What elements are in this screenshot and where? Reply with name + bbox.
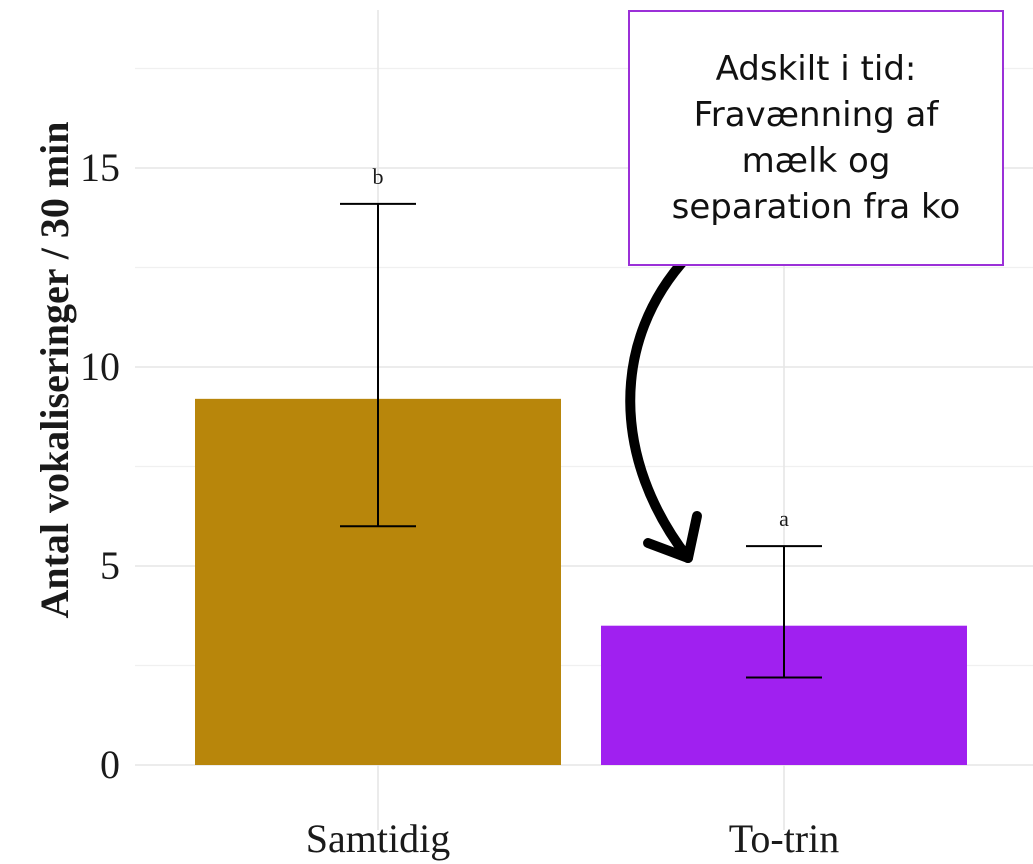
- error-bar: [746, 545, 822, 679]
- y-tick-labels: 0 5 10 15: [80, 145, 120, 787]
- x-tick-labels: Samtidig To-trin: [306, 816, 839, 861]
- annotation-text: Adskilt i tid: Fravænning af mælk og sep…: [671, 49, 961, 227]
- x-tick-label: Samtidig: [306, 816, 450, 861]
- annotation-arrowhead: [643, 511, 702, 563]
- y-tick-label: 5: [100, 543, 120, 588]
- y-tick-label: 10: [80, 344, 120, 389]
- y-tick-label: 0: [100, 742, 120, 787]
- bars-group: [195, 398, 967, 765]
- significance-label: b: [373, 164, 384, 189]
- annotation-arrow: [625, 251, 693, 563]
- error-bar: [340, 202, 416, 528]
- significance-label: a: [779, 506, 789, 531]
- annotation-box: Adskilt i tid: Fravænning af mælk og sep…: [628, 10, 1004, 266]
- y-axis-label: Antal vokaliseringer / 30 min: [32, 121, 77, 618]
- error-bars-group: [340, 202, 822, 679]
- x-tick-label: To-trin: [729, 816, 840, 861]
- y-tick-label: 15: [80, 145, 120, 190]
- significance-labels-group: ba: [373, 164, 790, 531]
